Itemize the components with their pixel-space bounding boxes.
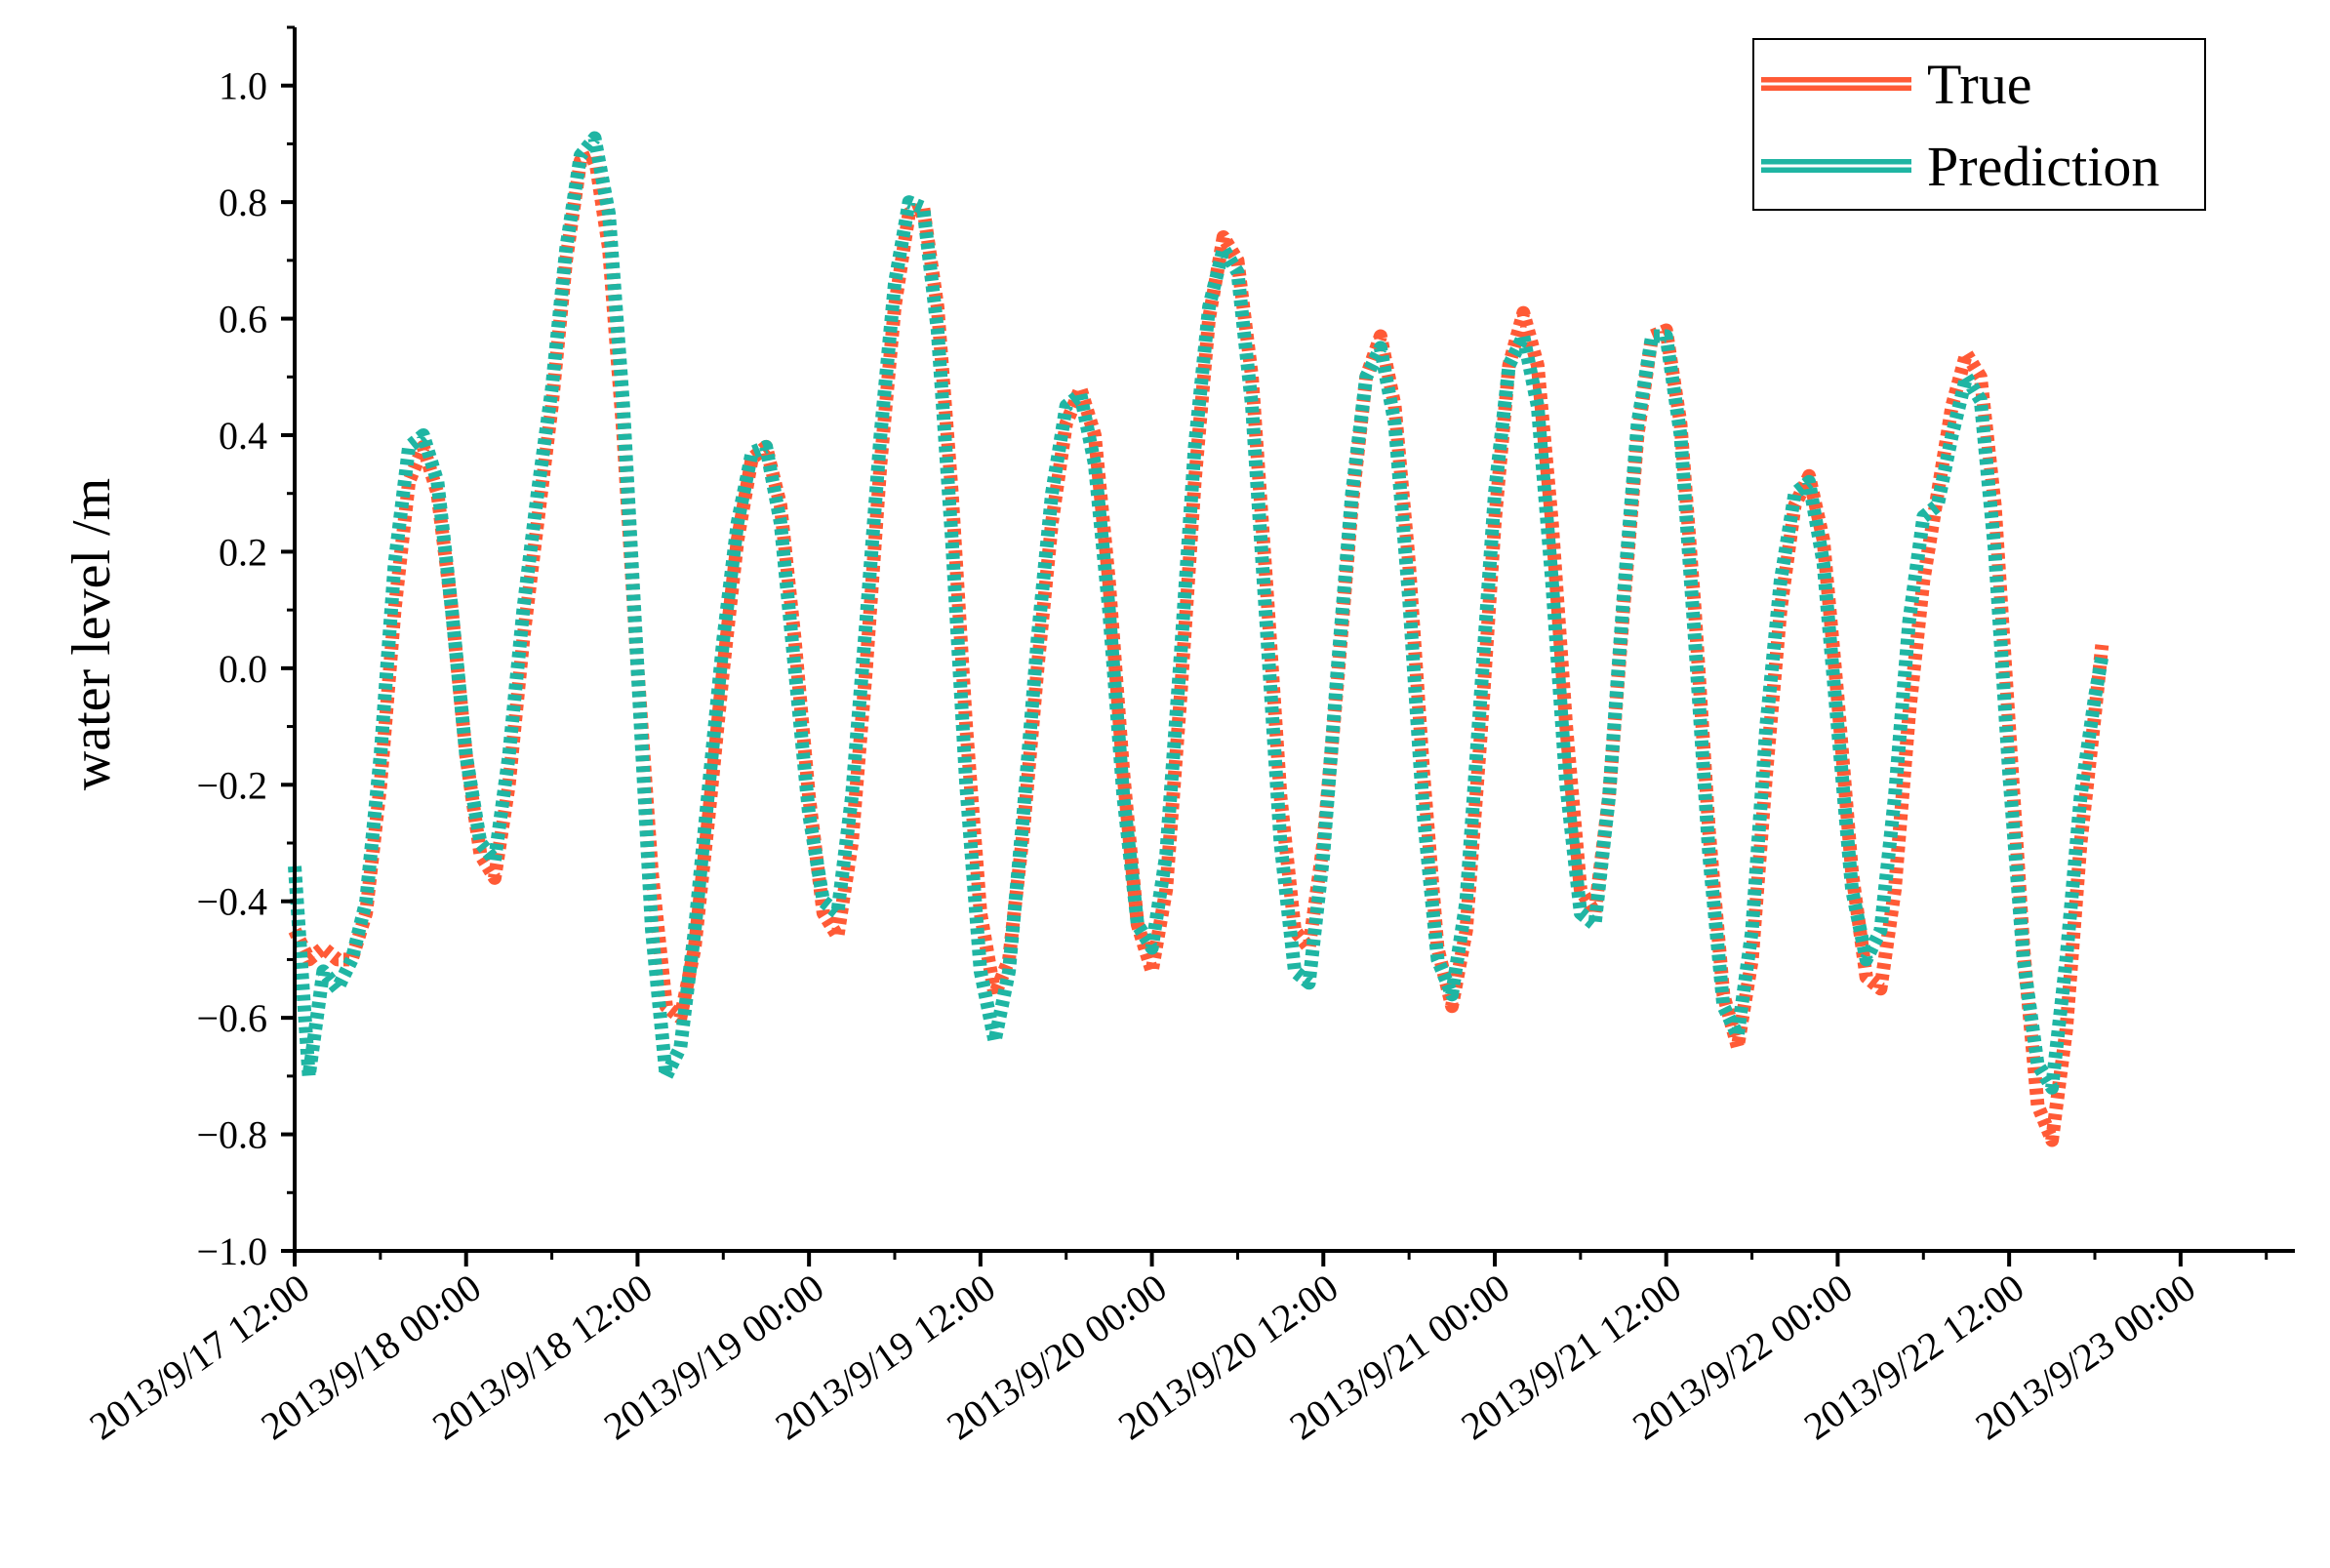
y-tick-label: 0.0 [219,647,267,691]
y-tick-label: −0.4 [196,880,267,924]
y-tick-label: 1.0 [219,64,267,108]
series-line-prediction [288,131,2109,1095]
y-tick-label: 0.8 [219,181,267,224]
series-lines [288,131,2109,1147]
y-tick-label: −0.2 [196,763,267,807]
legend-label-true: True [1927,53,2031,116]
y-tick-label: −1.0 [196,1229,267,1273]
axes [293,27,2295,1253]
y-tick-label: −0.6 [196,996,267,1040]
y-tick-label: 0.2 [219,530,267,574]
legend: True Prediction [1752,38,2206,211]
y-tick-label: −0.8 [196,1113,267,1157]
y-tick-label: 0.6 [219,298,267,342]
y-tick-label: 0.4 [219,414,267,458]
y-axis-ticks: −1.0 −0.8 −0.6 −0.4 −0.2 0.0 0.2 0.4 0.6 0.8 1.0 [196,25,295,1273]
legend-label-prediction: Prediction [1927,135,2159,198]
y-axis-title: water level /m [61,478,122,790]
series-prediction [288,131,2109,1095]
legend-box [1752,38,2206,211]
